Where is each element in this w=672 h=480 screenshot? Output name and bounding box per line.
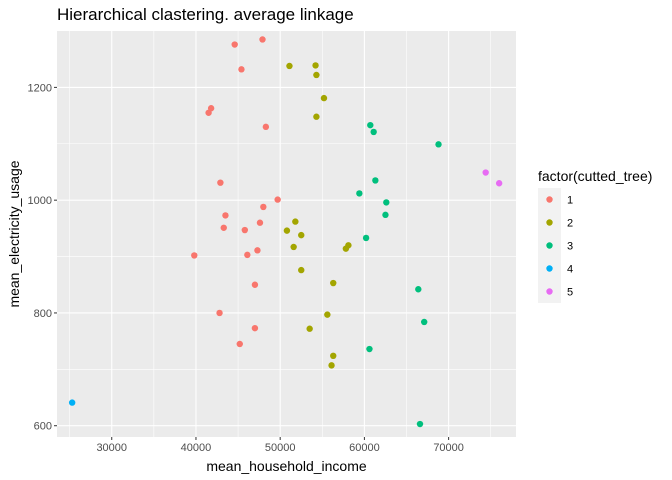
data-point-cluster-1 [231, 41, 238, 48]
y-tick-label: 1200 [28, 82, 52, 94]
legend-key-5 [546, 288, 553, 295]
legend-label-4: 4 [567, 264, 573, 276]
data-point-cluster-3 [366, 345, 373, 353]
data-point-cluster-4 [68, 399, 76, 406]
data-point-cluster-5 [495, 180, 503, 187]
data-point-cluster-2 [313, 113, 320, 120]
x-tick-label: 50000 [265, 442, 296, 454]
data-point-cluster-2 [298, 231, 305, 239]
data-point-cluster-2 [312, 62, 319, 69]
legend-entries: 1 2 3 4 5 [538, 188, 573, 303]
data-point-cluster-2 [286, 62, 293, 70]
data-point-cluster-3 [356, 190, 363, 197]
y-tick-label: 800 [34, 308, 52, 320]
data-point-cluster-1 [217, 179, 224, 186]
data-point-cluster-1 [191, 252, 198, 259]
legend: factor(cutted_tree) 1 2 3 4 5 [538, 168, 652, 303]
y-tick-label: 600 [34, 421, 52, 433]
x-tick-label: 70000 [433, 442, 464, 454]
data-point-cluster-2 [330, 352, 337, 359]
data-point-cluster-3 [367, 121, 374, 129]
chart-title: Hierarchical clastering. average linkage [57, 5, 354, 24]
data-point-cluster-1 [238, 66, 245, 73]
data-point-cluster-2 [306, 325, 313, 332]
data-point-cluster-3 [383, 199, 390, 206]
data-points [68, 36, 503, 428]
data-point-cluster-1 [241, 226, 249, 234]
data-point-cluster-3 [382, 211, 389, 219]
data-point-cluster-1 [274, 196, 281, 203]
x-tick-label: 40000 [181, 442, 212, 454]
legend-title: factor(cutted_tree) [538, 168, 652, 184]
legend-label-1: 1 [567, 195, 573, 207]
data-point-cluster-1 [205, 109, 212, 116]
data-point-cluster-3 [421, 318, 428, 326]
data-point-cluster-2 [324, 311, 331, 318]
data-point-cluster-1 [251, 324, 259, 332]
y-tick-label: 1000 [28, 195, 52, 207]
data-point-cluster-3 [370, 128, 377, 136]
y-axis-title: mean_electricity_usage [6, 160, 22, 307]
legend-label-2: 2 [567, 218, 573, 230]
legend-label-3: 3 [567, 241, 573, 253]
legend-key-3 [546, 242, 553, 249]
data-point-cluster-1 [251, 281, 259, 288]
legend-key-2 [546, 219, 553, 226]
data-point-cluster-1 [256, 219, 264, 226]
data-point-cluster-3 [372, 177, 379, 184]
data-point-cluster-2 [313, 71, 320, 79]
data-point-cluster-5 [482, 169, 489, 176]
legend-key-1 [546, 196, 553, 203]
data-point-cluster-3 [416, 420, 424, 428]
x-tick-label: 60000 [349, 442, 380, 454]
data-point-cluster-2 [283, 227, 291, 234]
data-point-cluster-2 [330, 279, 337, 287]
data-point-cluster-3 [362, 234, 370, 242]
data-point-cluster-1 [244, 251, 251, 259]
major-gridlines [57, 31, 516, 437]
legend-label-5: 5 [567, 287, 573, 299]
data-point-cluster-1 [259, 36, 266, 43]
data-point-cluster-2 [320, 94, 328, 102]
data-point-cluster-1 [254, 247, 261, 254]
x-tick-label: 30000 [96, 442, 127, 454]
plot-panel [57, 31, 516, 437]
data-point-cluster-1 [222, 212, 229, 219]
data-point-cluster-3 [435, 141, 442, 148]
data-point-cluster-2 [298, 266, 305, 274]
data-point-cluster-1 [260, 203, 267, 211]
data-point-cluster-1 [220, 224, 227, 231]
data-point-cluster-1 [236, 340, 243, 348]
x-axis-ticks: 30000 40000 50000 60000 70000 [96, 437, 464, 454]
data-point-cluster-2 [290, 243, 297, 251]
data-point-cluster-3 [415, 286, 422, 293]
data-point-cluster-2 [342, 245, 350, 252]
data-point-cluster-2 [328, 362, 335, 369]
legend-key-4 [546, 265, 553, 272]
x-axis-title: mean_household_income [206, 458, 367, 474]
data-point-cluster-2 [292, 218, 299, 225]
data-point-cluster-1 [262, 123, 270, 131]
y-axis-ticks: 600 800 1000 1200 [28, 82, 57, 433]
data-point-cluster-1 [216, 309, 223, 317]
